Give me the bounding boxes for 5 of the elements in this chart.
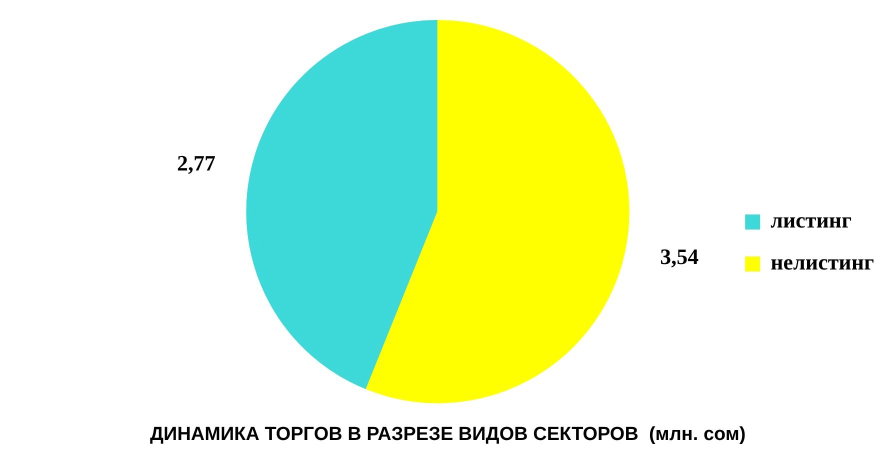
text: ДИНАМИКА ТОРГОВ В РАЗРЕЗЕ ВИДОВ СЕКТОРОВ (млн. сом) <box>150 424 746 445</box>
data-label: 3,54 <box>660 244 699 270</box>
legend-label: листинг <box>770 208 852 233</box>
legend-label: нелистинг <box>770 250 874 275</box>
data-label: 2,77 <box>176 150 216 176</box>
